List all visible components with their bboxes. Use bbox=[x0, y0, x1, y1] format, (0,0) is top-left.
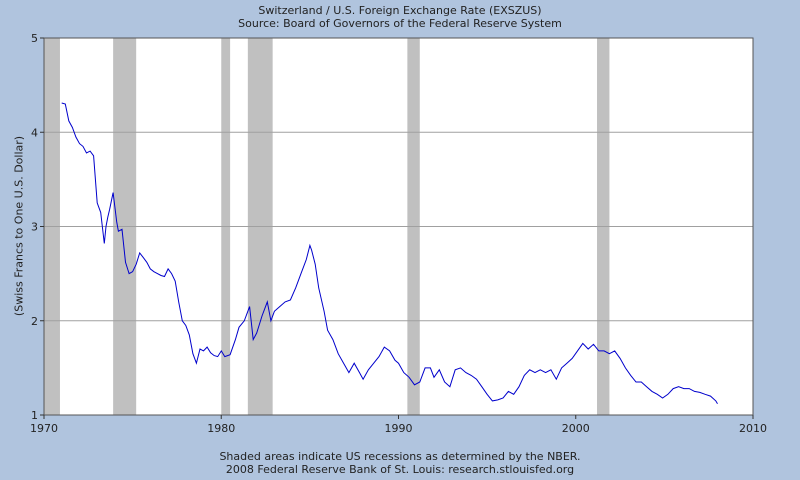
x-tick-label: 2000 bbox=[562, 422, 590, 435]
y-tick-label: 1 bbox=[31, 409, 38, 422]
footer-source: 2008 Federal Reserve Bank of St. Louis: … bbox=[225, 463, 575, 476]
series-line bbox=[61, 102, 718, 404]
x-tick-label: 1990 bbox=[385, 422, 413, 435]
x-tick-label: 2010 bbox=[739, 422, 767, 435]
y-tick-label: 4 bbox=[31, 126, 38, 139]
footer-note: Shaded areas indicate US recessions as d… bbox=[219, 450, 581, 463]
y-tick-label: 3 bbox=[31, 221, 38, 234]
y-tick-label: 2 bbox=[31, 315, 38, 328]
y-tick-label: 5 bbox=[31, 32, 38, 45]
x-tick-label: 1970 bbox=[30, 422, 58, 435]
chart-subtitle: Source: Board of Governors of the Federa… bbox=[238, 17, 562, 30]
x-tick-label: 1980 bbox=[207, 422, 235, 435]
chart-title: Switzerland / U.S. Foreign Exchange Rate… bbox=[258, 4, 542, 17]
